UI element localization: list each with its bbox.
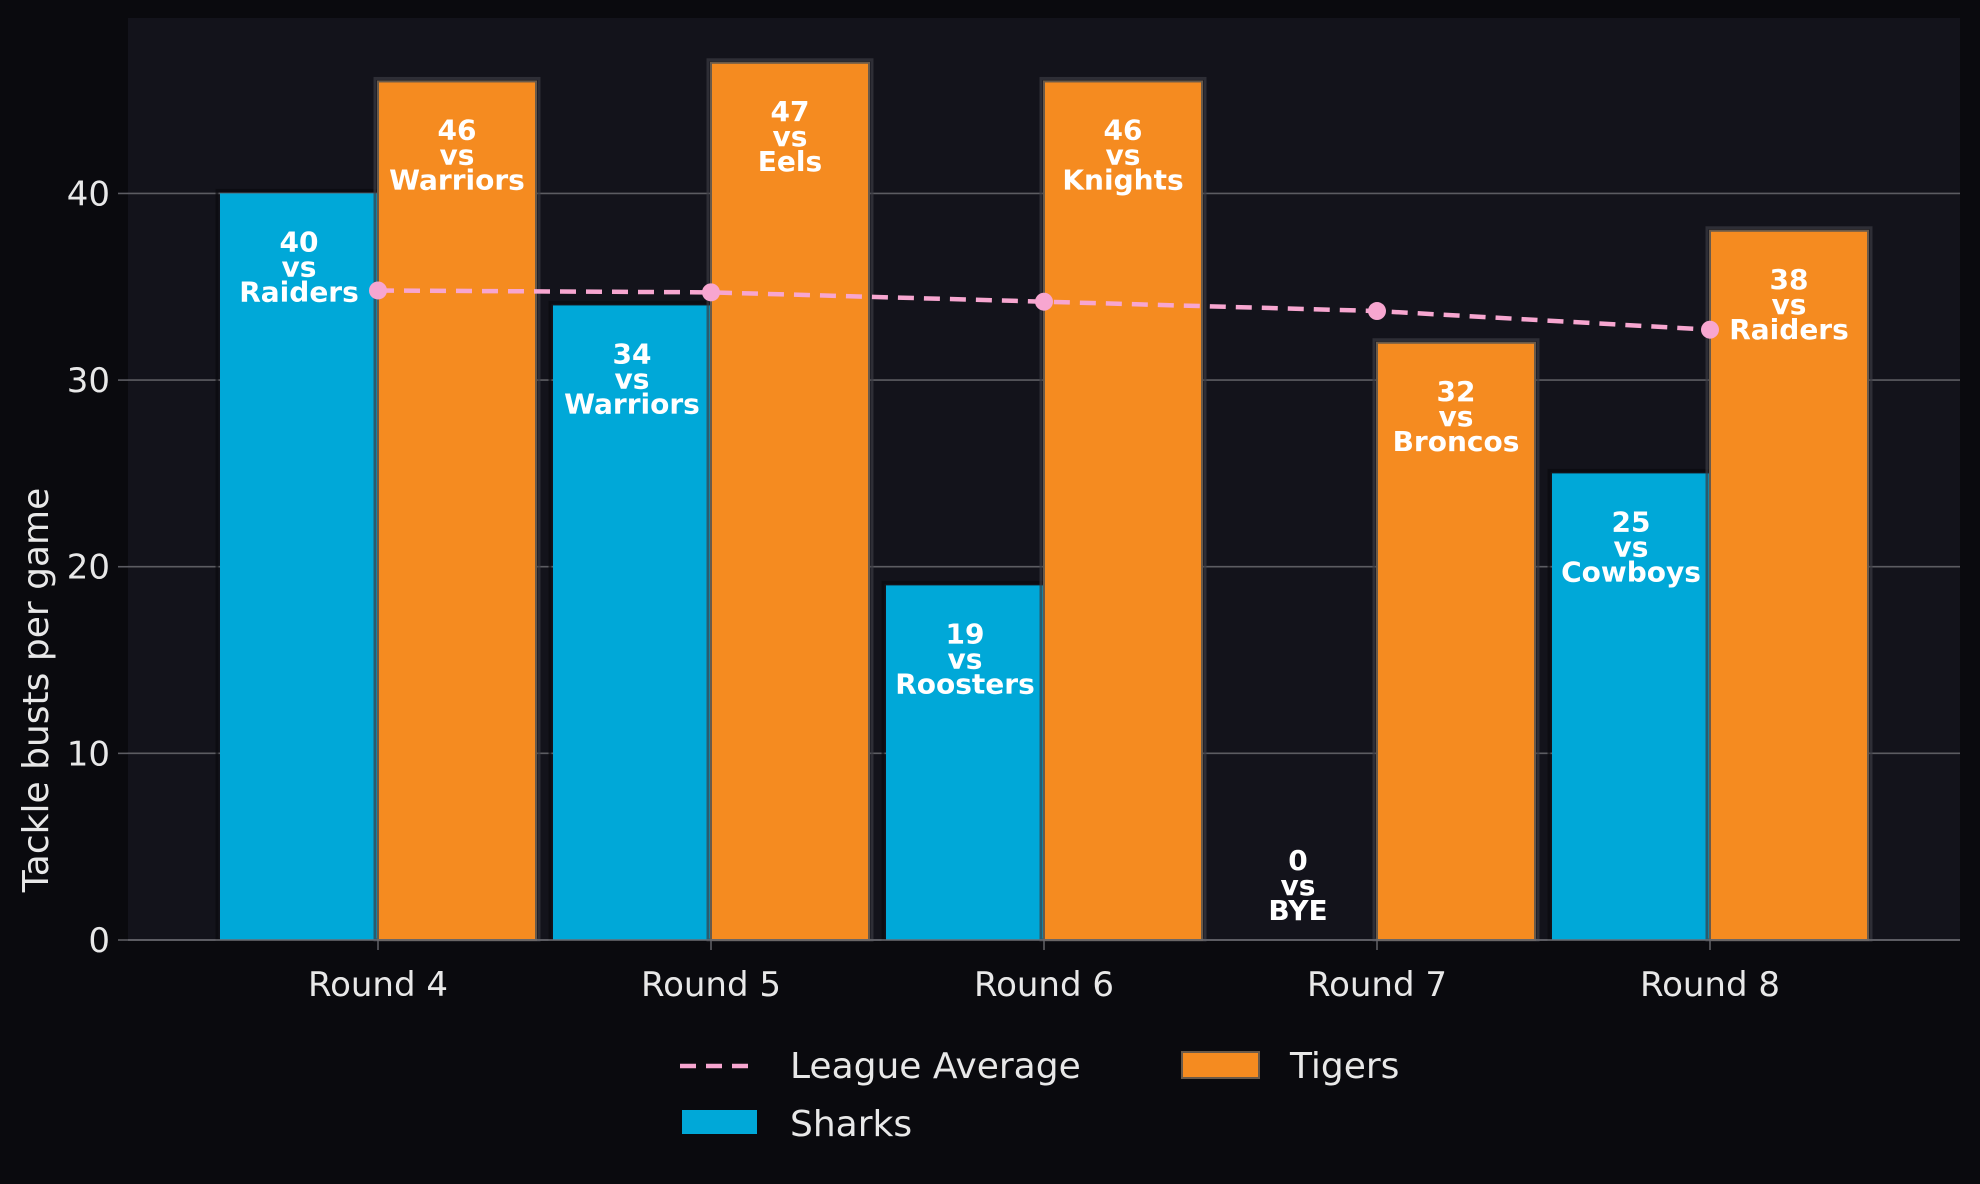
legend-swatch-sharks [682, 1110, 757, 1134]
sharks-data-label: 25 vs Cowboys [1561, 505, 1701, 588]
tigers-data-label: 32 vs Broncos [1393, 375, 1520, 458]
league-average-point [1368, 302, 1386, 321]
legend-items: League Average Sharks Tigers [680, 1046, 1399, 1145]
x-tick-label: Round 7 [1307, 965, 1447, 1005]
x-tick-label: Round 8 [1640, 965, 1780, 1005]
y-axis-label: Tackle busts per game [16, 488, 57, 893]
tigers-bar [1709, 229, 1869, 941]
tigers-data-label: 47 vs Eels [758, 95, 822, 178]
tigers-data-label: 46 vs Knights [1062, 113, 1183, 196]
tigers-bar [710, 61, 870, 942]
axes: 0 10 20 30 40 Round 4 Round 5 Round 6 Round 7 Rou… [67, 174, 1960, 1005]
tigers-bar [1376, 341, 1536, 941]
tigers-bar [1043, 80, 1203, 941]
average-line [369, 281, 1719, 339]
tigers-bar [377, 80, 537, 941]
sharks-data-label: 40 vs Raiders [239, 225, 359, 308]
sharks-bar [886, 585, 1044, 940]
sharks-data-label: 34 vs Warriors [564, 337, 700, 420]
x-tick-label: Round 5 [641, 965, 781, 1005]
sharks-data-label: 0 vs BYE [1268, 844, 1327, 927]
sharks-bar [553, 305, 711, 940]
tigers-data-label: 46 vs Warriors [389, 113, 525, 196]
league-average-point [1035, 292, 1053, 311]
legend-label-tigers: Tigers [1289, 1046, 1399, 1087]
y-tick-label: 10 [67, 734, 110, 774]
legend-label-sharks: Sharks [790, 1104, 912, 1145]
league-average-line [377, 288, 1711, 332]
sharks-data-label: 19 vs Roosters [895, 617, 1035, 700]
legend-label-league-average: League Average [790, 1046, 1081, 1087]
legend-swatch-tigers [1181, 1051, 1260, 1079]
legend: League Average Sharks Tigers [680, 1046, 1399, 1145]
league-average-point [369, 281, 387, 300]
x-tick-label: Round 4 [308, 965, 448, 1005]
league-average-point [1701, 320, 1719, 339]
bars [215, 58, 1873, 942]
x-tick-label: Round 6 [974, 965, 1114, 1005]
data-labels: 40 vs Raiders 46 vs Warriors 34 vs Warriors 47 vs E… [239, 95, 1849, 927]
sharks-bar [1552, 473, 1710, 940]
y-tick-label: 40 [67, 174, 110, 214]
y-tick-label: 20 [67, 548, 110, 588]
y-tick-label: 0 [88, 921, 110, 961]
tigers-data-label: 38 vs Raiders [1729, 263, 1849, 346]
y-tick-label: 30 [67, 361, 110, 401]
sharks-bar [220, 193, 378, 941]
league-average-point [702, 283, 720, 302]
